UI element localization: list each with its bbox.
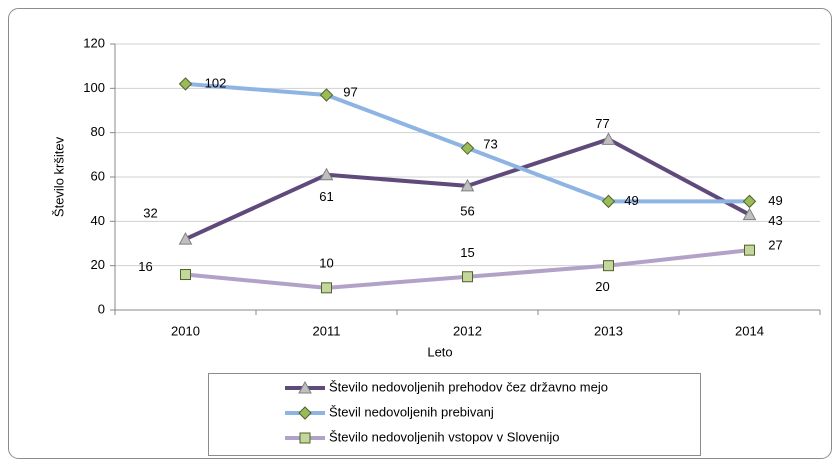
marker (460, 141, 475, 155)
marker (742, 207, 757, 221)
data-label: 43 (768, 213, 782, 228)
marker (601, 132, 616, 145)
y-tick-label: 120 (83, 35, 105, 50)
marker (178, 232, 193, 245)
data-label: 73 (483, 137, 497, 152)
marker (178, 77, 193, 91)
y-tick-label: 100 (83, 80, 105, 95)
data-label: 16 (138, 259, 152, 274)
marker (601, 194, 616, 209)
data-label: 10 (319, 255, 333, 270)
y-tick-label: 80 (91, 124, 105, 139)
marker (742, 194, 757, 209)
data-label: 102 (205, 75, 227, 90)
marker (603, 260, 614, 272)
data-label: 77 (595, 116, 609, 131)
marker (319, 88, 334, 102)
x-tick-label: 2010 (171, 323, 200, 338)
y-tick-label: 40 (91, 213, 105, 228)
data-label: 27 (768, 238, 782, 253)
legend-label: Število nedovoljenih vstopov v Slovenijo (329, 429, 560, 444)
x-tick-label: 2014 (735, 323, 764, 338)
data-label: 32 (143, 206, 157, 221)
x-axis-title: Leto (427, 344, 452, 359)
marker (180, 269, 191, 281)
data-label: 61 (319, 189, 333, 204)
marker (321, 282, 332, 294)
y-tick-label: 0 (98, 301, 105, 316)
data-label: 97 (343, 84, 357, 99)
marker (319, 167, 334, 181)
y-axis-title: Število kršitev (51, 136, 66, 217)
marker (460, 178, 475, 192)
data-label: 15 (460, 245, 474, 260)
y-tick-label: 20 (91, 257, 105, 272)
marker (299, 432, 311, 444)
legend-label: Števil nedovoljenih prebivanj (329, 404, 494, 419)
marker (462, 271, 473, 283)
marker (744, 244, 755, 256)
chart-frame (8, 8, 832, 459)
data-label: 49 (624, 193, 638, 208)
y-tick-label: 60 (91, 168, 105, 183)
x-tick-label: 2011 (313, 323, 341, 338)
legend-label: Število nedovoljenih prehodov čez državn… (329, 379, 608, 394)
marker (298, 406, 312, 420)
data-label: 49 (768, 193, 782, 208)
data-label: 20 (595, 279, 609, 294)
data-label: 56 (460, 203, 474, 218)
x-tick-label: 2012 (453, 323, 482, 338)
x-tick-label: 2013 (594, 323, 623, 338)
marker (298, 380, 312, 394)
